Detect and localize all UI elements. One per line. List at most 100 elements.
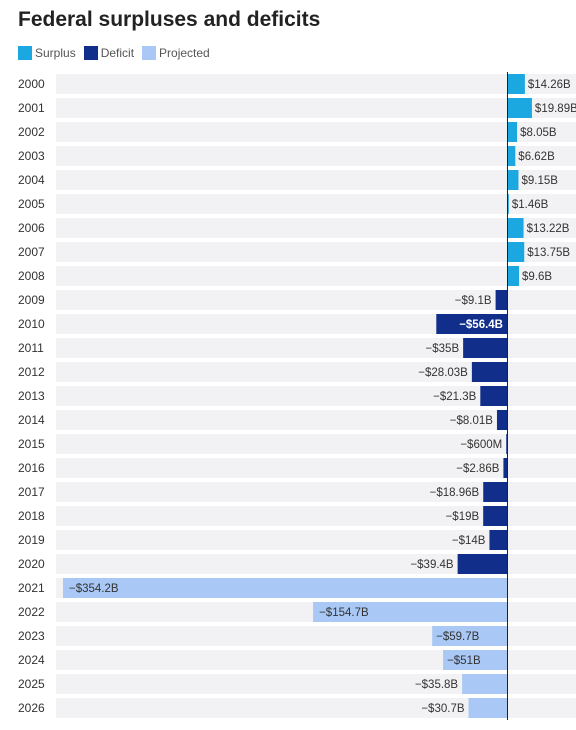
row-bg bbox=[56, 698, 576, 718]
data-label-2026: −$30.7B bbox=[421, 703, 464, 715]
data-label-2014: −$8.01B bbox=[450, 415, 493, 427]
legend-item-projected: Projected bbox=[142, 46, 210, 60]
row-bg bbox=[56, 194, 576, 214]
row-bg bbox=[56, 218, 576, 238]
bar-2008 bbox=[507, 266, 520, 286]
y-tick-label: 2007 bbox=[18, 245, 45, 259]
data-label-2003: $6.62B bbox=[518, 151, 555, 163]
data-label-2025: −$35.8B bbox=[415, 679, 458, 691]
bar-2025 bbox=[462, 674, 507, 694]
row-bg bbox=[56, 266, 576, 286]
bar-2013 bbox=[480, 386, 507, 406]
row-bg bbox=[56, 170, 576, 190]
bar-2023 bbox=[432, 626, 507, 646]
row-bg bbox=[56, 410, 576, 430]
data-label-2011: −$35B bbox=[426, 343, 460, 355]
row-bg bbox=[56, 386, 576, 406]
legend-label-projected: Projected bbox=[159, 46, 210, 60]
row-bg bbox=[56, 530, 576, 550]
legend-swatch-surplus bbox=[18, 46, 32, 60]
bar-2026 bbox=[468, 698, 507, 718]
bar-2019 bbox=[489, 530, 507, 550]
y-tick-label: 2015 bbox=[18, 437, 45, 451]
y-tick-label: 2013 bbox=[18, 389, 45, 403]
bar-2017 bbox=[483, 482, 507, 502]
y-tick-label: 2002 bbox=[18, 125, 45, 139]
bar-2016 bbox=[503, 458, 507, 478]
bar-2009 bbox=[495, 290, 507, 310]
legend-swatch-deficit bbox=[83, 46, 98, 60]
bar-2011 bbox=[463, 338, 507, 358]
row-bg bbox=[56, 482, 576, 502]
y-tick-label: 2014 bbox=[18, 413, 45, 427]
data-label-2002: $8.05B bbox=[520, 127, 557, 139]
y-tick-label: 2024 bbox=[18, 653, 45, 667]
data-label-2020: −$39.4B bbox=[410, 559, 453, 571]
data-label-2006: $13.22B bbox=[527, 223, 570, 235]
data-label-2012: −$28.03B bbox=[418, 367, 468, 379]
bar-2007 bbox=[507, 242, 525, 262]
data-label-2008: $9.6B bbox=[522, 271, 552, 283]
y-tick-label: 2010 bbox=[18, 317, 45, 331]
data-label-2018: −$19B bbox=[446, 511, 480, 523]
y-tick-label: 2003 bbox=[18, 149, 45, 163]
data-label-2022: −$154.7B bbox=[319, 607, 369, 619]
data-label-2013: −$21.3B bbox=[433, 391, 476, 403]
bar-2014 bbox=[496, 410, 507, 430]
row-bg bbox=[56, 362, 576, 382]
y-tick-label: 2011 bbox=[18, 341, 44, 355]
legend: Surplus Deficit Projected bbox=[18, 46, 218, 60]
bar-2018 bbox=[483, 506, 507, 526]
bar-2006 bbox=[507, 218, 524, 238]
bar-2003 bbox=[507, 146, 516, 166]
bar-2000 bbox=[507, 74, 525, 94]
bar-2015 bbox=[506, 434, 507, 454]
y-tick-label: 2022 bbox=[18, 605, 45, 619]
data-label-2023: −$59.7B bbox=[436, 631, 479, 643]
y-tick-label: 2005 bbox=[18, 197, 45, 211]
bar-2022 bbox=[313, 602, 507, 622]
y-tick-label: 2008 bbox=[18, 269, 45, 283]
bar-2012 bbox=[471, 362, 507, 382]
bar-2021 bbox=[63, 578, 507, 598]
legend-label-deficit: Deficit bbox=[100, 46, 135, 60]
row-bg bbox=[56, 554, 576, 574]
y-tick-label: 2001 bbox=[18, 101, 45, 115]
y-tick-label: 2019 bbox=[18, 533, 45, 547]
y-tick-label: 2016 bbox=[18, 461, 45, 475]
y-tick-label: 2023 bbox=[18, 629, 45, 643]
y-tick-label: 2026 bbox=[18, 701, 45, 715]
legend-item-deficit: Deficit bbox=[83, 46, 135, 60]
row-bg bbox=[56, 290, 576, 310]
legend-item-surplus: Surplus bbox=[18, 46, 76, 60]
data-label-2015: −$600M bbox=[460, 439, 502, 451]
y-tick-label: 2017 bbox=[18, 485, 45, 499]
y-tick-label: 2018 bbox=[18, 509, 45, 523]
bar-2002 bbox=[507, 122, 518, 142]
row-bg bbox=[56, 506, 576, 526]
data-label-2007: $13.75B bbox=[527, 247, 570, 259]
y-tick-label: 2006 bbox=[18, 221, 45, 235]
legend-swatch-projected bbox=[142, 46, 157, 60]
y-tick-label: 2012 bbox=[18, 365, 45, 379]
row-bg bbox=[56, 338, 576, 358]
data-label-2004: $9.15B bbox=[521, 175, 558, 187]
y-tick-label: 2020 bbox=[18, 557, 45, 571]
bar-2004 bbox=[507, 170, 519, 190]
bar-2020 bbox=[457, 554, 507, 574]
row-bg bbox=[56, 434, 576, 454]
data-label-2019: −$14B bbox=[452, 535, 486, 547]
data-label-2017: −$18.96B bbox=[430, 487, 480, 499]
row-bg bbox=[56, 674, 576, 694]
bar-2010 bbox=[436, 314, 507, 334]
bar-2024 bbox=[443, 650, 507, 670]
data-label-2010: −$56.4B bbox=[459, 319, 503, 331]
y-tick-label: 2000 bbox=[18, 77, 45, 91]
row-bg bbox=[56, 122, 576, 142]
data-label-2000: $14.26B bbox=[528, 79, 571, 91]
row-bg bbox=[56, 98, 576, 118]
row-bg bbox=[56, 242, 576, 262]
data-label-2005: $1.46B bbox=[512, 199, 549, 211]
y-tick-label: 2025 bbox=[18, 677, 45, 691]
